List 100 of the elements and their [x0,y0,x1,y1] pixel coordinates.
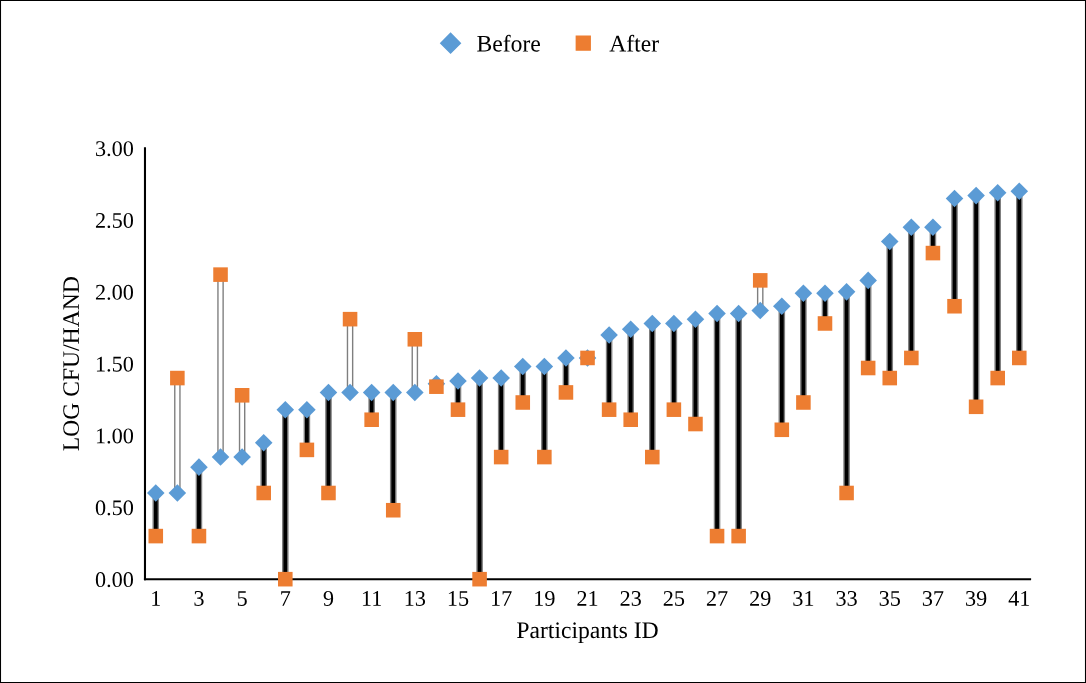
x-tick-label: 39 [966,591,987,606]
point [319,383,338,402]
point [945,189,964,208]
point [796,395,811,410]
point [947,298,962,314]
point [233,448,251,466]
point [837,283,856,301]
point [449,372,467,390]
point [731,528,746,544]
point [709,528,725,544]
point [621,320,640,338]
point [168,484,187,502]
x-tick-label: 37 [922,591,944,606]
point [429,379,444,394]
point [1010,182,1029,201]
point [515,395,531,410]
point [773,297,791,316]
point [407,331,423,347]
point [666,402,682,417]
y-tick-label: 0.00 [95,572,134,588]
point [450,402,466,417]
point [472,571,487,587]
point [882,370,898,386]
x-tick-label: 11 [362,591,382,606]
point [537,449,552,465]
y-axis-title: LOG CFU/HAND [63,277,80,451]
x-tick-label: 1 [152,591,160,606]
point [191,528,207,544]
point [364,412,379,428]
point [860,360,876,376]
x-tick-label: 41 [1008,591,1030,606]
x-tick-label: 17 [492,591,512,606]
point [600,326,618,344]
y-tick-label: 3.00 [96,141,134,157]
point [968,399,984,415]
legend-label: After [609,34,659,52]
point [493,449,509,465]
x-axis-title: Participants ID [517,622,658,643]
point [256,485,271,501]
x-tick-label: 33 [836,591,857,606]
x-tick-label: 19 [535,591,555,606]
point [190,458,208,476]
x-tick-label: 21 [577,591,598,606]
x-tick-label: 9 [323,591,334,606]
x-tick-label: 23 [620,591,641,606]
point [557,349,575,367]
point [298,400,316,419]
point [234,388,250,403]
point [990,370,1005,386]
point [645,449,660,465]
point [558,385,574,400]
point [535,357,554,376]
point [384,383,403,402]
point [341,383,359,402]
point [278,571,293,587]
point [254,433,273,452]
point [299,442,315,458]
point [816,284,834,303]
x-tick-label: 7 [281,591,291,606]
point [729,304,748,323]
point [774,422,790,438]
point [601,402,617,417]
point [817,316,833,331]
y-tick-label: 1.00 [96,428,134,444]
y-tick-label: 1.50 [96,356,134,372]
point [276,400,295,419]
x-tick-label: 5 [237,591,247,606]
y-tick-label: 2.50 [95,212,134,229]
point [665,314,683,333]
point [148,528,164,544]
point [904,350,919,366]
point [988,183,1007,202]
point [146,484,165,502]
x-tick-label: 29 [750,591,771,606]
point [385,502,401,518]
point [925,245,941,261]
point [967,186,985,205]
point [170,370,185,386]
point [513,357,532,376]
point [406,383,424,402]
point [623,412,638,428]
x-tick-label: 31 [793,591,814,606]
point [643,314,662,333]
point [342,311,358,327]
point [880,232,899,251]
x-tick-label: 3 [194,591,204,606]
x-tick-label: 27 [706,591,728,606]
x-tick-label: 13 [405,591,426,606]
point [859,271,877,290]
point [924,218,942,237]
point [752,273,768,288]
point [470,369,489,387]
x-tick-label: 15 [448,591,469,606]
point [686,310,705,328]
point [1011,350,1027,366]
point [902,218,921,237]
x-tick-label: 25 [663,591,685,606]
point [321,485,336,501]
point [708,304,726,323]
legend-label: Before [477,34,540,52]
